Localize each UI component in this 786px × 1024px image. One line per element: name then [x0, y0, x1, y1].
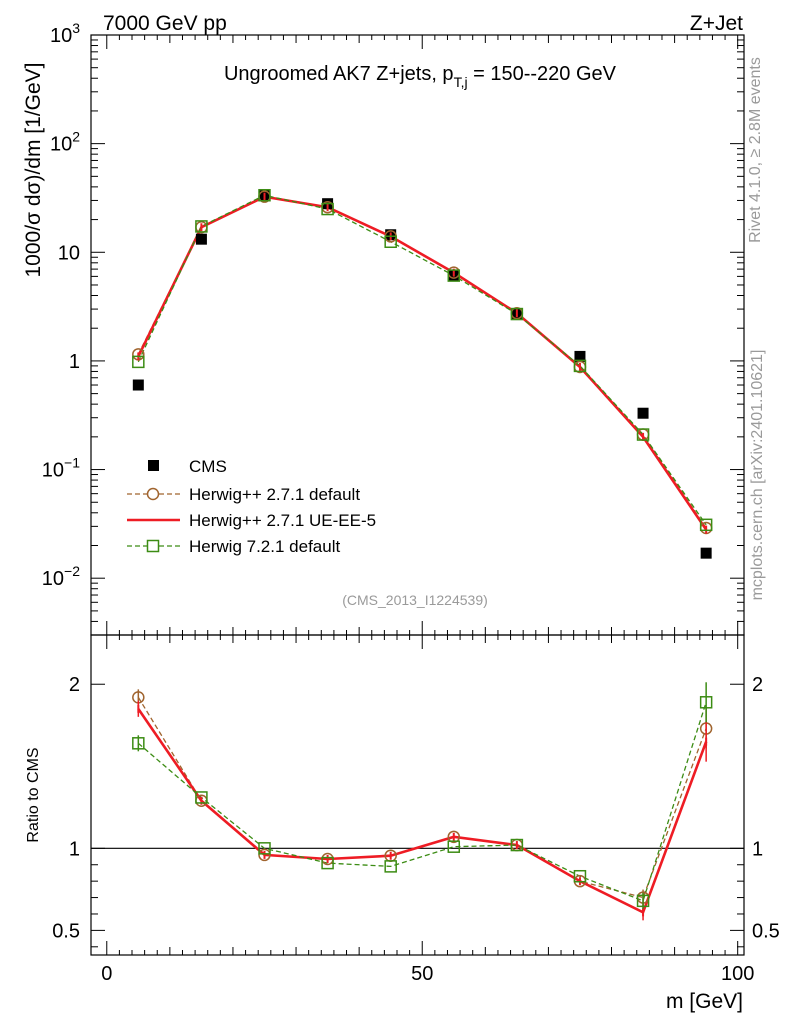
ratio-y-tick-label-left: 0.5	[52, 920, 80, 942]
legend-marker-square	[146, 539, 160, 553]
ratio-point-dashed-circle	[258, 848, 271, 862]
y-tick-label: 1	[69, 351, 80, 373]
legend: CMS Herwig++ 2.7.1 default Herwig++ 2.7.1 …	[127, 457, 376, 556]
ratio-curve-dashed-square	[137, 702, 707, 902]
cms-data-point	[574, 350, 586, 362]
mc-point-dashed-square	[510, 307, 524, 321]
main-y-ticks: 10−2 10−1 1 10 102 103	[42, 20, 744, 636]
ratio-panel: 0.5 0.5 1 1 2 2 0 50 100 Ratio to CMS m [GeV]	[25, 634, 780, 1013]
ratio-point-dashed-square	[699, 696, 713, 709]
curve-dashed-square	[137, 194, 707, 526]
main-markers	[132, 188, 713, 559]
legend-label: CMS	[189, 457, 227, 476]
ratio-panel-frame	[90, 634, 745, 956]
mc-point-dashed-square	[636, 428, 650, 441]
y-tick-label: 103	[50, 20, 80, 47]
ratio-curve-dashed-circle	[137, 697, 707, 899]
y-tick-label: 10	[58, 242, 80, 264]
ratio-point-dashed-square	[510, 838, 524, 852]
mc-point-dashed-square	[699, 518, 713, 532]
x-tick-label: 50	[411, 963, 433, 985]
ratio-y-tick-label-right: 1	[752, 838, 763, 860]
ratio-point-dashed-square	[321, 856, 334, 870]
rivet-label: Rivet 4.1.0, ≥ 2.8M events	[747, 57, 764, 243]
legend-label: Herwig++ 2.7.1 UE-EE-5	[189, 511, 376, 530]
ratio-y-tick-label-right: 0.5	[752, 920, 780, 942]
chart-title: Ungroomed AK7 Z+jets, pT,j = 150--220 Ge…	[224, 63, 617, 90]
ratio-point-dashed-square	[384, 860, 397, 873]
mc-point-dashed-square	[384, 235, 397, 248]
legend-label: Herwig++ 2.7.1 default	[189, 485, 360, 504]
analysis-id: (CMS_2013_I1224539)	[342, 592, 488, 608]
x-tick-label: 0	[101, 963, 112, 985]
ratio-point-dashed-circle	[447, 830, 461, 844]
y-tick-label: 10−2	[42, 563, 80, 590]
cms-data-point	[637, 407, 649, 419]
chart-title-main: Ungroomed AK7 Z+jets, p	[224, 63, 454, 85]
ratio-point-dashed-square	[195, 791, 208, 804]
mc-point-dashed-square	[258, 188, 271, 202]
y-axis-label: 1000/σ dσ)/dm [1/GeV]	[22, 62, 45, 277]
ratio-y-label: Ratio to CMS	[25, 747, 42, 842]
ratio-point-dashed-square	[258, 842, 271, 855]
y-tick-label: 102	[50, 129, 80, 156]
ratio-y-tick-label-left: 2	[69, 674, 80, 696]
cms-data-point	[700, 547, 712, 559]
mc-point-dashed-square	[321, 202, 334, 216]
chart-title-suffix: = 150--220 GeV	[468, 63, 617, 85]
ratio-curve-solid	[137, 708, 708, 915]
ratio-point-dashed-square	[573, 869, 587, 883]
legend-marker-cms	[148, 460, 159, 471]
ratio-curves	[137, 697, 708, 915]
y-tick-label: 10−1	[42, 455, 80, 482]
header-right: Z+Jet	[690, 12, 743, 35]
ratio-point-dashed-square	[636, 894, 650, 908]
legend-marker-circle	[146, 487, 160, 501]
x-axis-label: m [GeV]	[666, 990, 743, 1013]
legend-label: Herwig 7.2.1 default	[189, 537, 340, 556]
header-left: 7000 GeV pp	[103, 12, 227, 35]
chart-title-sub: T,j	[454, 74, 468, 90]
ratio-markers	[132, 682, 713, 921]
ratio-y-tick-label-left: 1	[69, 838, 80, 860]
mc-point-dashed-square	[195, 220, 208, 233]
ratio-ticks: 0.5 0.5 1 1 2 2 0 50 100	[52, 635, 780, 985]
cms-data-point	[132, 379, 144, 391]
main-curves	[137, 194, 708, 531]
curve-solid	[137, 195, 708, 531]
mcplots-label: mcplots.cern.ch [arXiv:2401.10621]	[749, 350, 766, 601]
ratio-y-tick-label-right: 2	[752, 674, 763, 696]
mc-point-dashed-square	[573, 359, 587, 373]
mc-point-dashed-square	[132, 355, 145, 369]
curve-dashed-circle	[137, 195, 707, 529]
ratio-point-dashed-square	[447, 840, 461, 853]
main-panel: 10−2 10−1 1 10 102 103 Ungroomed AK7 Z+jets, …	[22, 20, 745, 636]
ratio-point-dashed-square	[132, 737, 145, 750]
mc-point-dashed-square	[447, 269, 461, 282]
cms-data-point	[195, 233, 207, 245]
x-tick-label: 100	[721, 963, 754, 985]
